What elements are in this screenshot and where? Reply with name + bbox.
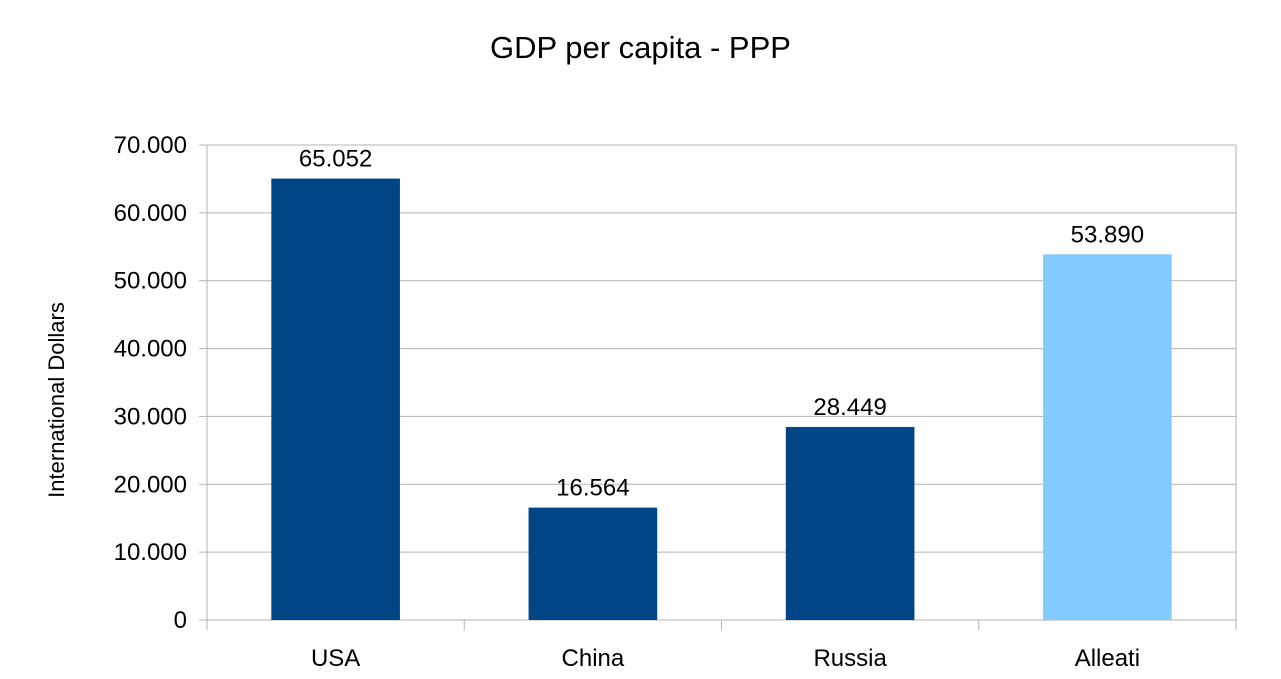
y-tick-label: 10.000: [114, 539, 187, 566]
bars: [271, 178, 1172, 620]
x-tick-label: Alleati: [1075, 645, 1140, 672]
x-tick-label: USA: [311, 645, 360, 672]
y-axis-title: International Dollars: [44, 302, 69, 498]
x-tick-label: China: [562, 645, 625, 672]
y-tick-label: 50.000: [114, 268, 187, 295]
bar-alleati: [1043, 254, 1172, 620]
chart-title: GDP per capita - PPP: [490, 30, 791, 65]
data-label: 53.890: [1071, 221, 1144, 248]
data-label: 16.564: [556, 475, 629, 502]
bar-russia: [785, 426, 915, 620]
y-tick-label: 40.000: [114, 336, 187, 363]
data-label: 65.052: [299, 146, 372, 173]
data-label: 28.449: [813, 394, 886, 421]
y-tick-label: 70.000: [114, 132, 187, 159]
y-tick-label: 20.000: [114, 471, 187, 498]
bar-usa: [271, 178, 400, 620]
labels: 0 10.000 20.000 30.000 40.000 50.000 60.000 70.…: [114, 132, 1144, 672]
x-tick-label: Russia: [813, 645, 887, 672]
y-tick-label: 30.000: [114, 403, 187, 430]
y-tick-label: 60.000: [114, 200, 187, 227]
y-tick-label: 0: [174, 607, 187, 634]
bar-china: [528, 507, 658, 620]
